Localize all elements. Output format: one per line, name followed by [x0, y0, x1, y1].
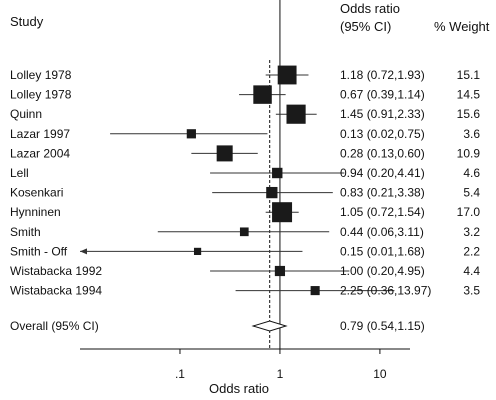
- study-name: Wistabacka 1992: [10, 264, 102, 278]
- study-row: Wistabacka 1994 2.25 (0.36,13.97) 3.5: [10, 284, 480, 298]
- weight-box: [239, 227, 249, 237]
- x-tick-label: 10: [373, 367, 387, 381]
- x-tick-label: 1: [277, 367, 284, 381]
- study-name: Quinn: [10, 107, 42, 121]
- estimate-ci-text: 1.18 (0.72,1.93): [340, 68, 425, 82]
- study-row: Smith 0.44 (0.06,3.11) 3.2: [10, 225, 480, 239]
- weight-box: [272, 167, 283, 179]
- study-name: Lazar 2004: [10, 146, 70, 160]
- x-axis-title: Odds ratio: [209, 381, 269, 396]
- study-row: Kosenkari 0.83 (0.21,3.38) 5.4: [10, 186, 480, 200]
- odds-ratio-header: Odds ratio: [340, 1, 400, 16]
- study-name: Wistabacka 1994: [10, 284, 102, 298]
- weight-box: [277, 65, 297, 85]
- weight-value: 2.2: [463, 244, 480, 258]
- study-row: Lazar 2004 0.28 (0.13,0.60) 10.9: [10, 145, 481, 162]
- weight-box: [186, 129, 196, 139]
- weight-value: 15.1: [457, 68, 481, 82]
- weight-value: 10.9: [457, 146, 481, 160]
- weight-header: % Weight: [434, 19, 490, 34]
- column-headers: Study Odds ratio (95% CI) % Weight: [10, 1, 490, 34]
- study-row: Lazar 1997 0.13 (0.02,0.75) 3.6: [10, 127, 480, 141]
- ci-arrow: [80, 248, 87, 255]
- study-row: Quinn 1.45 (0.91,2.33) 15.6: [10, 104, 481, 124]
- estimate-ci-text: 0.28 (0.13,0.60): [340, 146, 425, 160]
- weight-box: [272, 202, 293, 223]
- weight-value: 15.6: [457, 107, 481, 121]
- odds-ratio-ci-header: (95% CI): [340, 19, 391, 34]
- estimate-ci-text: 0.44 (0.06,3.11): [340, 225, 424, 239]
- weight-box: [274, 265, 286, 277]
- study-name: Lolley 1978: [10, 68, 72, 82]
- study-name: Kosenkari: [10, 186, 63, 200]
- study-row: Lolley 1978 1.18 (0.72,1.93) 15.1: [10, 65, 481, 85]
- study-name: Smith: [10, 225, 41, 239]
- overall-estimate-text: 0.79 (0.54,1.15): [340, 319, 425, 333]
- weight-box: [286, 104, 306, 124]
- weight-value: 4.6: [463, 166, 480, 180]
- weight-box: [216, 145, 233, 162]
- x-axis: Odds ratio .1 1 10: [80, 348, 410, 396]
- study-name: Lell: [10, 166, 29, 180]
- weight-value: 4.4: [463, 264, 480, 278]
- weight-value: 3.5: [463, 284, 480, 298]
- weight-value: 3.6: [463, 127, 480, 141]
- estimate-ci-text: 0.13 (0.02,0.75): [340, 127, 425, 141]
- weight-box: [266, 186, 278, 199]
- estimate-ci-text: 0.67 (0.39,1.14): [340, 88, 425, 102]
- weight-value: 5.4: [463, 186, 480, 200]
- weight-value: 14.5: [457, 88, 481, 102]
- study-name: Hynninen: [10, 205, 61, 219]
- overall-label: Overall (95% CI): [10, 319, 99, 333]
- overall-row: Overall (95% CI) 0.79 (0.54,1.15): [10, 319, 425, 333]
- estimate-ci-text: 0.94 (0.20,4.41): [340, 166, 425, 180]
- weight-value: 3.2: [463, 225, 480, 239]
- estimate-ci-text: 1.05 (0.72,1.54): [340, 205, 425, 219]
- study-name: Smith - Off: [10, 244, 68, 258]
- study-header: Study: [10, 14, 44, 29]
- overall-diamond: [251, 320, 288, 332]
- estimate-ci-text: 0.83 (0.21,3.38): [340, 186, 425, 200]
- x-tick-label: .1: [175, 367, 185, 381]
- study-row: Smith - Off 0.15 (0.01,1.68) 2.2: [10, 244, 480, 258]
- study-name: Lolley 1978: [10, 88, 72, 102]
- weight-value: 17.0: [457, 205, 481, 219]
- estimate-ci-text: 0.15 (0.01,1.68): [340, 244, 425, 258]
- study-row: Hynninen 1.05 (0.72,1.54) 17.0: [10, 202, 481, 223]
- estimate-ci-text: 2.25 (0.36,13.97): [340, 284, 431, 298]
- study-name: Lazar 1997: [10, 127, 70, 141]
- estimate-ci-text: 1.00 (0.20,4.95): [340, 264, 425, 278]
- study-row: Wistabacka 1992 1.00 (0.20,4.95) 4.4: [10, 264, 480, 278]
- estimate-ci-text: 1.45 (0.91,2.33): [340, 107, 425, 121]
- study-row: Lolley 1978 0.67 (0.39,1.14) 14.5: [10, 85, 481, 104]
- study-row: Lell 0.94 (0.20,4.41) 4.6: [10, 166, 480, 180]
- weight-box: [310, 286, 320, 296]
- weight-box: [253, 85, 272, 104]
- weight-box: [193, 247, 202, 255]
